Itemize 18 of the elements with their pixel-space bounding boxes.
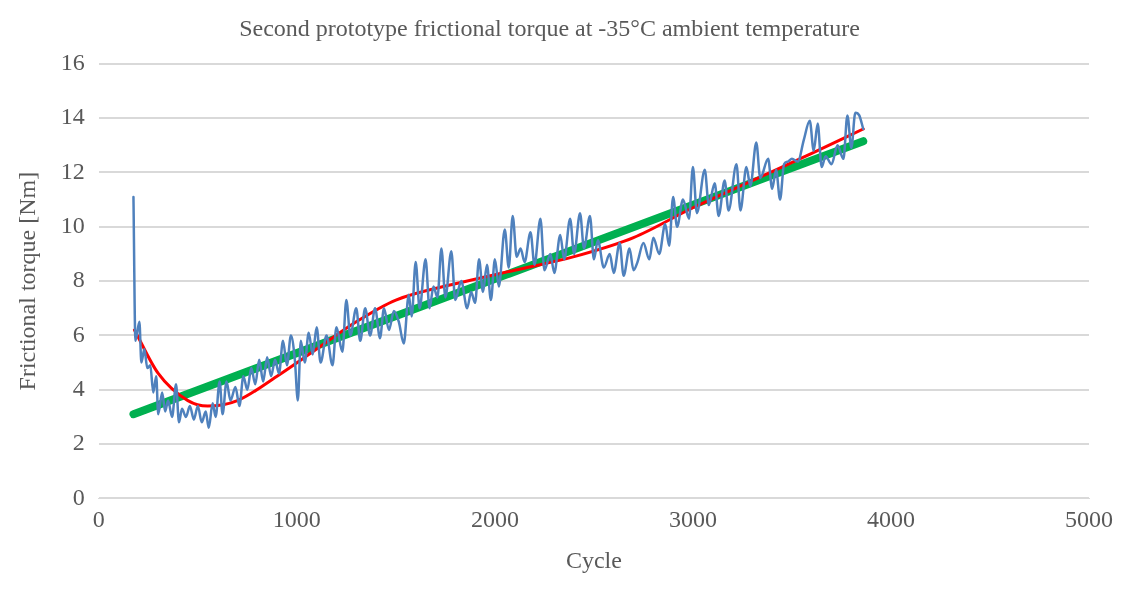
x-tick-label: 1000 bbox=[272, 506, 321, 533]
y-tick-label: 4 bbox=[72, 375, 85, 402]
y-tick-label: 8 bbox=[72, 266, 85, 293]
chart-title: Second prototype frictional torque at -35°C ambient temperature bbox=[239, 14, 860, 41]
x-tick-label: 4000 bbox=[866, 506, 915, 533]
y-tick-label: 6 bbox=[72, 320, 85, 347]
y-tick-label: 0 bbox=[72, 483, 85, 510]
x-tick-label: 3000 bbox=[668, 506, 717, 533]
y-tick-label: 12 bbox=[60, 157, 85, 184]
y-tick-label: 2 bbox=[72, 429, 85, 456]
x-tick-label: 5000 bbox=[1065, 506, 1113, 533]
x-tick-label: 2000 bbox=[470, 506, 519, 533]
x-axis-title: Cycle bbox=[565, 546, 622, 573]
x-tick-label: 0 bbox=[92, 506, 105, 533]
y-tick-label: 16 bbox=[60, 49, 85, 76]
y-tick-label: 14 bbox=[60, 103, 85, 130]
y-axis-title: Frictional torque [Nm] bbox=[13, 171, 40, 391]
y-tick-label: 10 bbox=[60, 212, 85, 239]
